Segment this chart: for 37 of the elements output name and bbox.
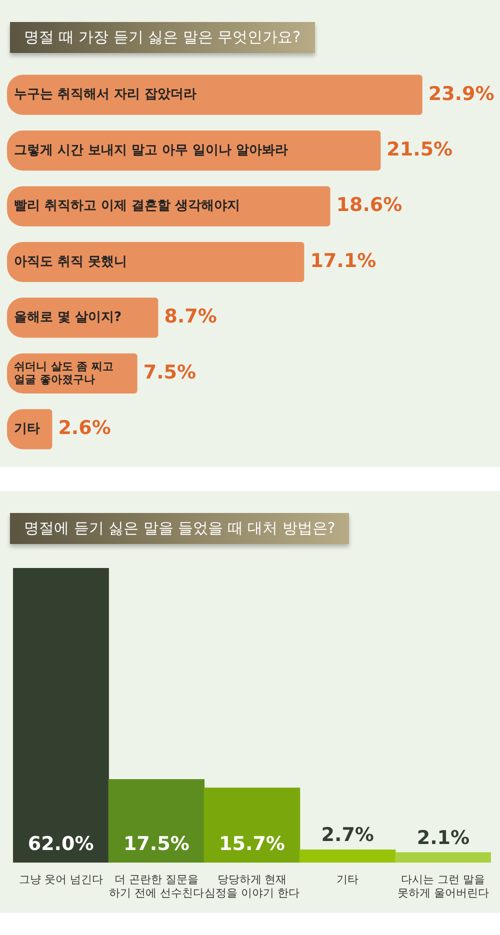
- data-label: 21.5%: [386, 138, 453, 161]
- data-label: 23.9%: [428, 82, 494, 105]
- data-label: 17.5%: [123, 833, 190, 856]
- bar: [7, 242, 304, 282]
- bar: [7, 130, 381, 171]
- bar: [299, 849, 396, 863]
- data-label: 2.6%: [58, 417, 111, 440]
- chart-title: 명절에 듣기 싫은 말을 들었을 때 대처 방법은?: [10, 513, 350, 544]
- x-tick-label: 당당하게 현재 심정을 이야기 한다: [204, 873, 300, 900]
- data-label: 7.5%: [143, 361, 196, 384]
- data-label: 62.0%: [28, 833, 94, 856]
- y-tick-label: 올해로 몇 살이지?: [14, 310, 122, 326]
- data-label: 15.7%: [219, 833, 285, 856]
- bar: [204, 788, 300, 863]
- bar: [7, 409, 52, 450]
- chart-title: 명절 때 가장 듣기 싫은 말은 무엇인가요?: [10, 22, 315, 53]
- data-label: 2.7%: [321, 824, 374, 846]
- data-label: 2.1%: [416, 827, 470, 850]
- data-label: 8.7%: [164, 306, 217, 328]
- x-tick-label: 다시는 그런 말을 못하게 울어버린다: [397, 873, 489, 900]
- bar: [395, 852, 491, 863]
- x-tick-label: 더 곤란한 질문을 하기 전에 선수친다: [108, 873, 204, 900]
- bar: [7, 74, 422, 115]
- y-tick-label: 그렇게 시간 보내지 말고 아무 일이나 알아봐라: [14, 142, 288, 158]
- bar: [7, 298, 158, 338]
- data-label: 17.1%: [310, 250, 376, 272]
- bar: [108, 779, 205, 863]
- bar: [7, 186, 330, 226]
- y-tick-label: 누구는 취직해서 자리 잡았더라: [14, 87, 197, 102]
- y-tick-label: 기타: [14, 422, 40, 437]
- x-tick-label: 그냥 웃어 넘긴다: [18, 873, 103, 886]
- bar: [13, 568, 109, 863]
- x-tick-label: 기타: [336, 873, 359, 886]
- data-label: 18.6%: [336, 194, 402, 216]
- y-tick-label: 빨리 취직하고 이제 결혼할 생각해야지: [14, 198, 240, 214]
- y-tick-label: 아직도 취직 못했니: [14, 254, 128, 270]
- y-tick-label: 쉬더니 살도 좀 찌고 얼굴 좋아졌구나: [14, 360, 114, 386]
